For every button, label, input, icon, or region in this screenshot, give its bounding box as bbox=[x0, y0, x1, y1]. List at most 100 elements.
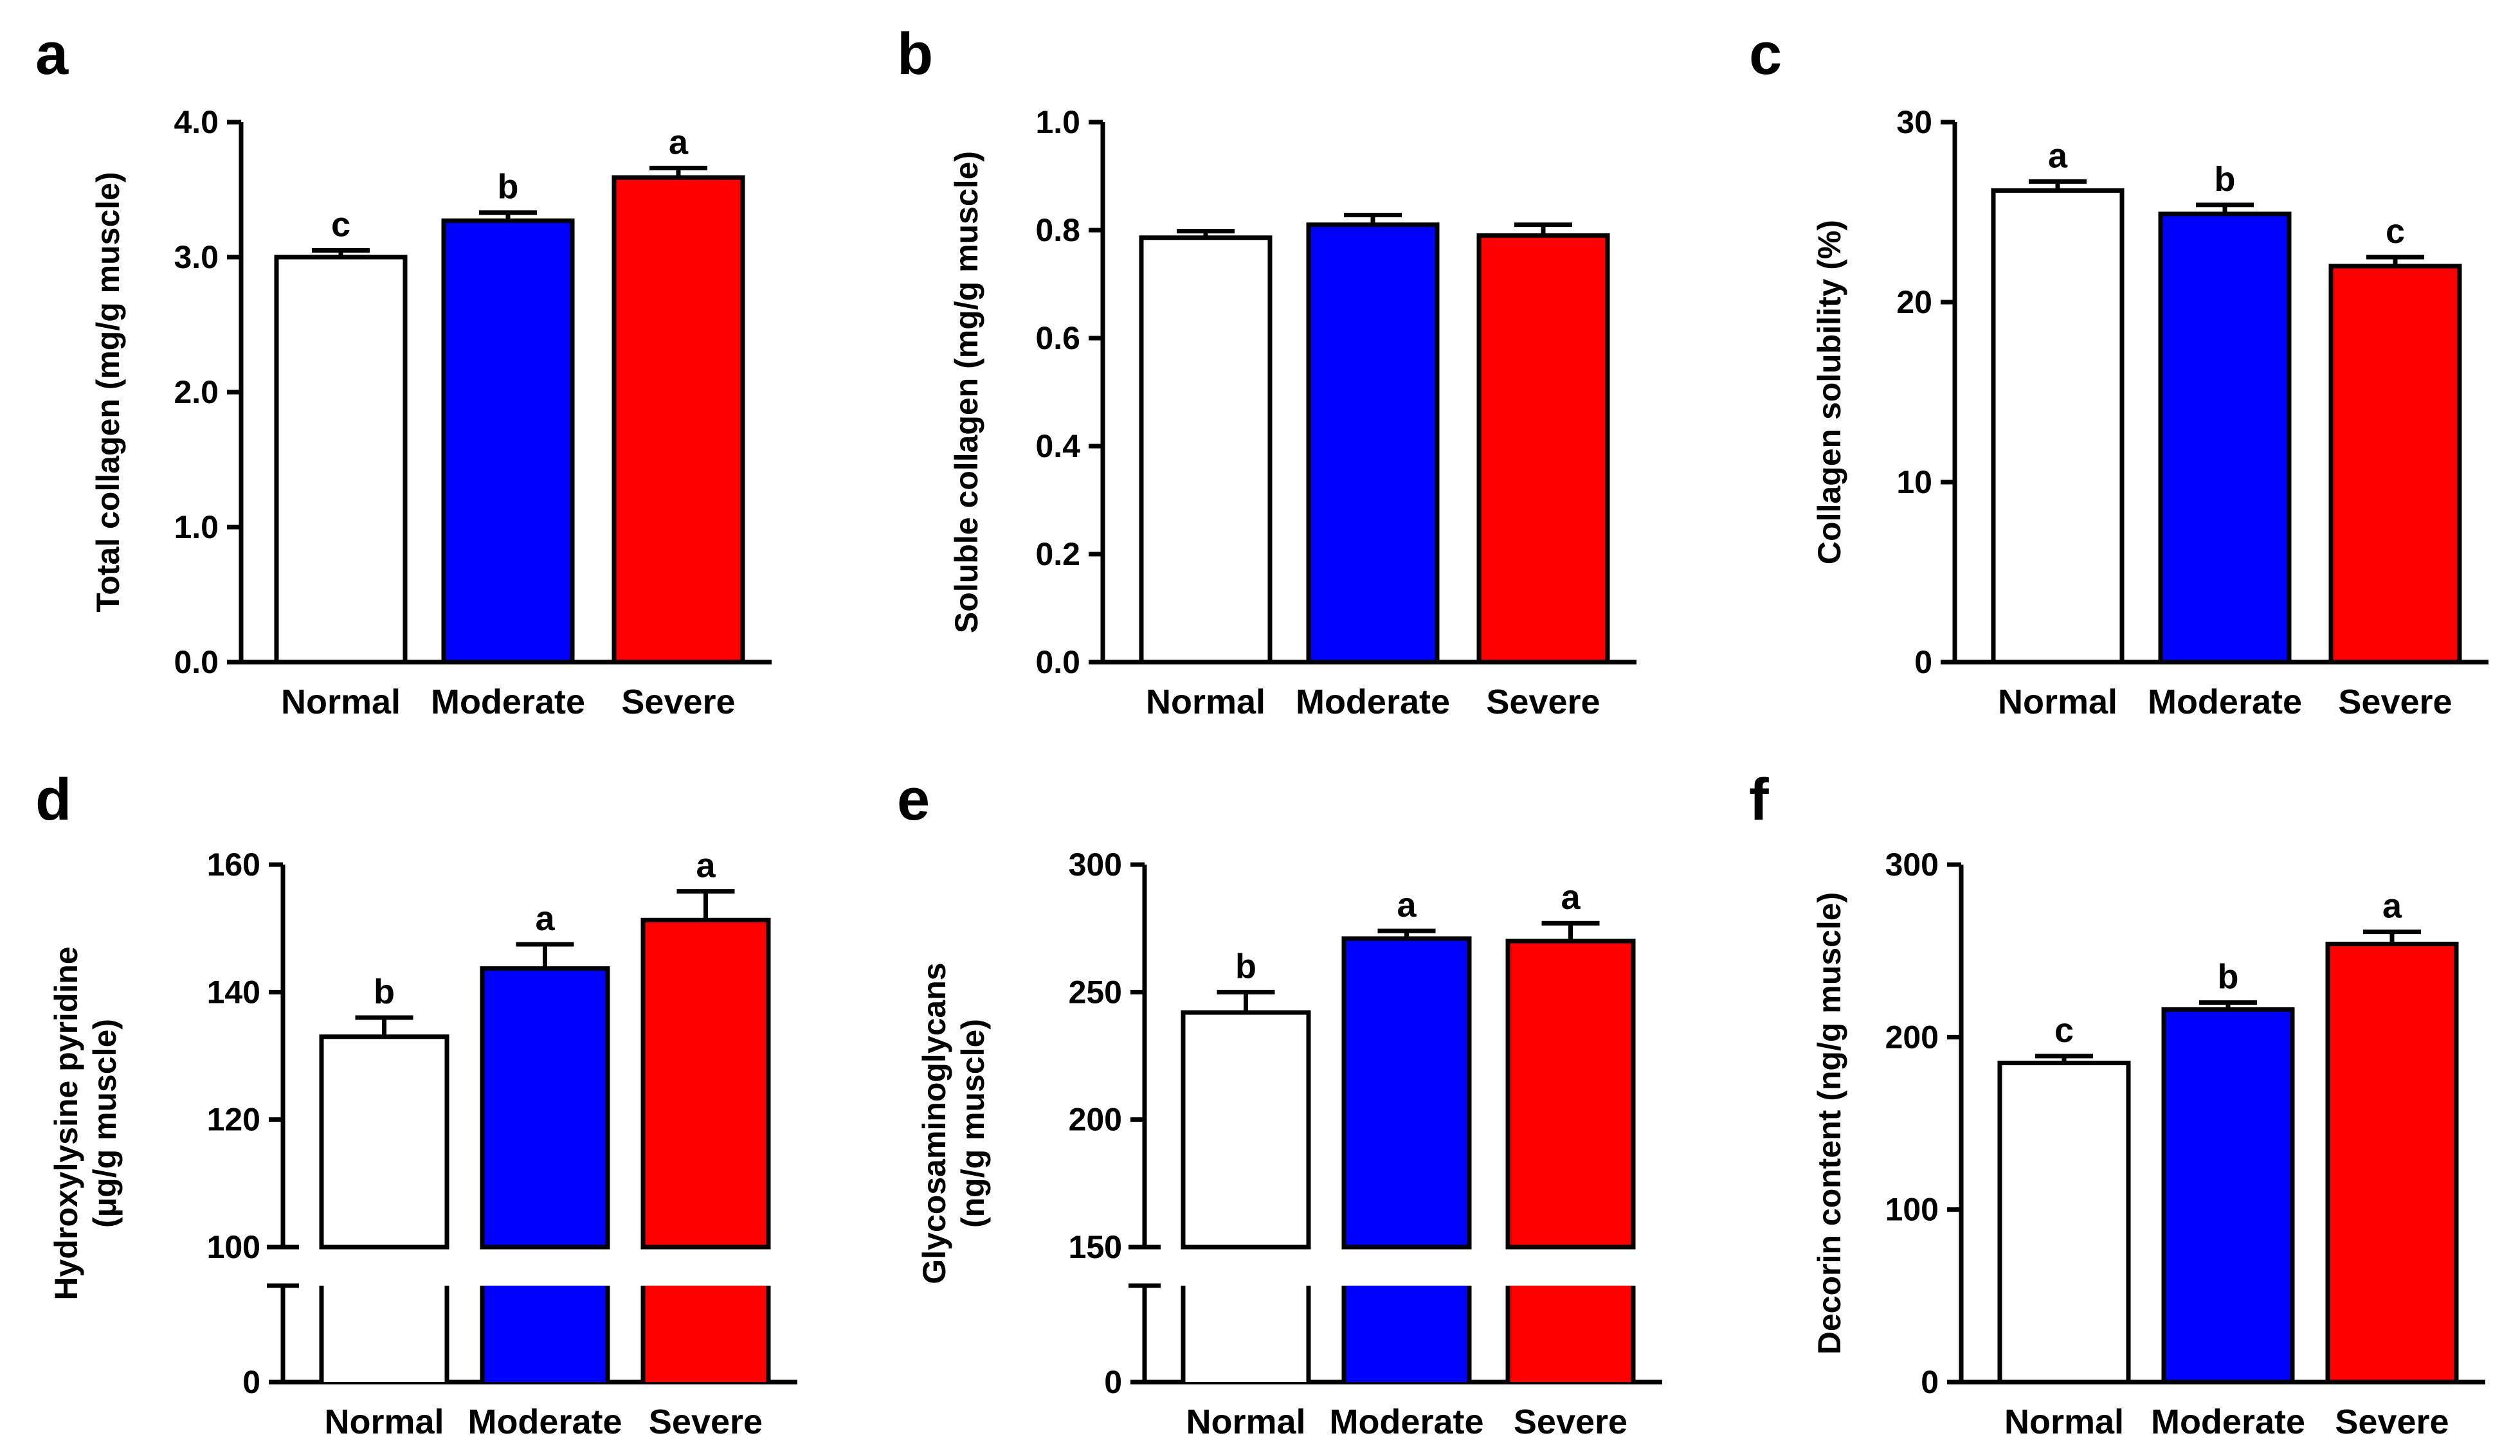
y-axis-title: Decorin content (ng/g muscle) bbox=[1811, 892, 1847, 1355]
y-tick-label: 10 bbox=[1896, 464, 1932, 500]
y-tick-label: 2.0 bbox=[174, 374, 219, 410]
y-axis-title: Glycosaminoglycans bbox=[916, 962, 952, 1284]
y-tick-label: 300 bbox=[1885, 847, 1939, 883]
bar-severe bbox=[612, 175, 745, 665]
y-tick-label: 100 bbox=[1885, 1192, 1939, 1228]
bar-normal-lower bbox=[322, 1286, 447, 1382]
y-tick-label: 0.6 bbox=[1035, 320, 1080, 356]
bar-normal-upper bbox=[1181, 1010, 1311, 1250]
significance-letter: c bbox=[2054, 1011, 2074, 1050]
bar-moderate-lower bbox=[1344, 1286, 1469, 1382]
y-tick-label-upper: 200 bbox=[1069, 1102, 1122, 1138]
y-tick-label-upper: 300 bbox=[1069, 847, 1122, 883]
panel-letter: b bbox=[897, 21, 933, 87]
panel-letter: d bbox=[35, 767, 71, 832]
significance-letter: a bbox=[669, 123, 689, 161]
panel-letter: c bbox=[1749, 21, 1782, 87]
y-tick-label-lower: 100 bbox=[207, 1229, 260, 1265]
y-tick-label: 4.0 bbox=[174, 104, 219, 140]
y-tick-label: 1.0 bbox=[1035, 104, 1080, 140]
x-tick-label: Normal bbox=[2004, 1403, 2124, 1441]
significance-letter: b bbox=[2215, 160, 2236, 199]
y-tick-label: 1.0 bbox=[174, 509, 219, 545]
y-axis-title: (ng/g muscle) bbox=[955, 1019, 991, 1228]
y-tick-label: 30 bbox=[1896, 104, 1932, 140]
bar-moderate bbox=[2161, 1007, 2295, 1385]
y-tick-label-upper: 120 bbox=[207, 1102, 260, 1138]
significance-letter: b bbox=[2218, 958, 2239, 996]
significance-letter: b bbox=[498, 168, 519, 206]
y-tick-label-upper: 150 bbox=[1069, 1229, 1122, 1265]
x-tick-label: Moderate bbox=[1296, 683, 1450, 721]
y-tick-label: 0.0 bbox=[174, 644, 219, 680]
y-axis-title: Hydroxylysine pyridine bbox=[48, 946, 84, 1300]
y-tick-label-lower: 0 bbox=[242, 1364, 260, 1400]
panel-f: f 0 100 200 300 Decorin content (ng/g muscle)… bbox=[1749, 767, 2485, 1441]
bar-moderate-lower bbox=[482, 1286, 608, 1382]
x-tick-label: Moderate bbox=[1329, 1403, 1483, 1441]
bar-severe bbox=[1476, 233, 1610, 665]
bar-severe-lower bbox=[643, 1286, 768, 1382]
significance-letter: a bbox=[2048, 136, 2068, 175]
x-tick-label: Severe bbox=[649, 1403, 763, 1441]
significance-letter: b bbox=[374, 973, 395, 1011]
x-tick-label: Normal bbox=[1186, 1403, 1305, 1441]
y-axis-title: (μg/g muscle) bbox=[87, 1019, 123, 1228]
bar-normal bbox=[1139, 235, 1273, 665]
bar-moderate bbox=[2158, 211, 2292, 665]
panel-b: b 0.0 0.2 0.4 0.6 0.8 1.0 Soluble collagen (mg/… bbox=[897, 21, 1636, 721]
y-tick-label: 0.0 bbox=[1035, 644, 1080, 680]
panel-a: a 0.0 1.0 2.0 3.0 4.0 Total collagen (mg/g mus… bbox=[35, 21, 772, 721]
significance-letter: a bbox=[535, 899, 555, 938]
x-tick-label: Normal bbox=[281, 683, 401, 721]
x-tick-label: Severe bbox=[2335, 1403, 2449, 1441]
significance-letter: a bbox=[1397, 886, 1417, 924]
bar-severe-upper bbox=[640, 917, 771, 1250]
bar-severe bbox=[2325, 941, 2459, 1385]
bar-normal-lower bbox=[1183, 1286, 1309, 1382]
x-tick-label: Severe bbox=[2338, 683, 2452, 721]
y-tick-label: 20 bbox=[1896, 284, 1932, 320]
significance-letter: a bbox=[696, 847, 716, 885]
y-tick-label-lower: 150 bbox=[1069, 1229, 1122, 1265]
y-tick-label-upper: 140 bbox=[207, 974, 260, 1010]
y-tick-label: 0 bbox=[1914, 644, 1932, 680]
bar-moderate-upper bbox=[1341, 936, 1472, 1250]
panel-letter: a bbox=[35, 21, 69, 87]
y-tick-label: 0.8 bbox=[1035, 212, 1080, 248]
bar-moderate bbox=[441, 218, 575, 665]
y-tick-label: 0.2 bbox=[1035, 536, 1080, 572]
bar-severe bbox=[2328, 264, 2462, 665]
x-tick-label: Severe bbox=[621, 683, 735, 721]
significance-letter: a bbox=[1561, 878, 1581, 917]
y-tick-label-lower: 0 bbox=[1104, 1364, 1122, 1400]
panel-letter: e bbox=[897, 767, 930, 832]
significance-letter: b bbox=[1235, 947, 1256, 985]
x-tick-label: Normal bbox=[1146, 683, 1265, 721]
x-tick-label: Severe bbox=[1486, 683, 1600, 721]
y-tick-label-upper: 250 bbox=[1069, 974, 1122, 1010]
bar-moderate bbox=[1306, 222, 1440, 665]
y-axis-title: Collagen solubility (%) bbox=[1811, 220, 1847, 564]
y-axis-title: Soluble collagen (mg/g muscle) bbox=[948, 151, 984, 633]
significance-letter: c bbox=[331, 206, 350, 244]
y-axis-title: Total collagen (mg/g muscle) bbox=[90, 172, 126, 612]
y-tick-label: 200 bbox=[1885, 1019, 1939, 1055]
bar-severe-lower bbox=[1508, 1286, 1633, 1382]
bar-normal-upper bbox=[319, 1034, 449, 1250]
significance-letter: c bbox=[2386, 212, 2405, 251]
x-tick-label: Moderate bbox=[2148, 683, 2302, 721]
bar-severe-upper bbox=[1505, 939, 1636, 1250]
x-tick-label: Normal bbox=[324, 1403, 444, 1441]
y-tick-label: 0.4 bbox=[1035, 428, 1080, 464]
bar-normal bbox=[1997, 1061, 2131, 1385]
panel-letter: f bbox=[1749, 767, 1769, 832]
bar-normal bbox=[274, 255, 408, 665]
panel-c: c 0 10 20 30 Collagen solubility (%) a Normal b M… bbox=[1749, 21, 2488, 721]
x-tick-label: Moderate bbox=[431, 683, 585, 721]
y-tick-label-upper: 160 bbox=[207, 847, 260, 883]
bar-moderate-upper bbox=[480, 966, 610, 1250]
y-tick-label: 3.0 bbox=[174, 239, 219, 275]
